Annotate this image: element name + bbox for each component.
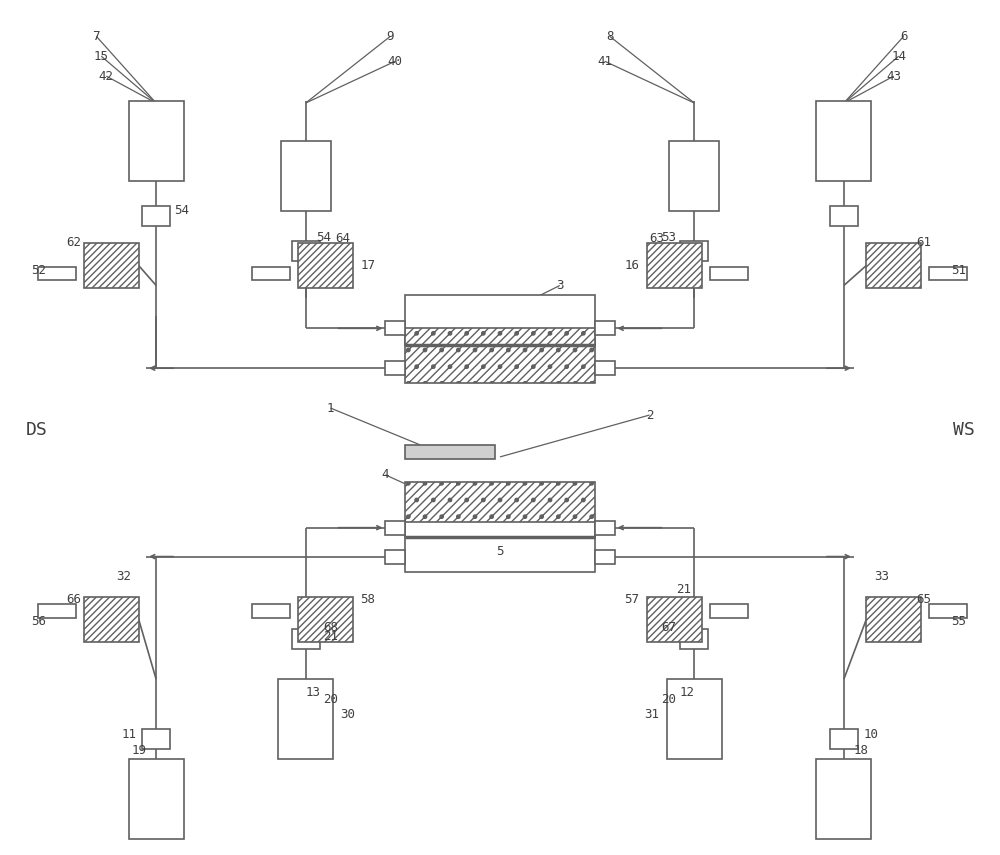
Bar	[929, 267, 967, 280]
Text: 42: 42	[99, 69, 114, 83]
Text: 11: 11	[121, 728, 136, 740]
Text: 51: 51	[951, 264, 966, 277]
Text: 19: 19	[131, 745, 146, 758]
Bar	[710, 604, 748, 618]
Text: 66: 66	[66, 593, 81, 606]
Bar	[816, 759, 871, 839]
Bar	[38, 604, 76, 618]
Bar	[866, 243, 921, 288]
Bar	[292, 240, 320, 261]
Bar	[680, 240, 708, 261]
Bar	[84, 597, 139, 642]
Text: 15: 15	[94, 50, 109, 62]
Bar	[278, 679, 333, 759]
Text: DS: DS	[26, 421, 47, 439]
Text: 17: 17	[360, 259, 375, 272]
Text: 56: 56	[31, 615, 46, 628]
Bar	[595, 321, 615, 335]
Text: 4: 4	[382, 469, 389, 481]
Bar	[405, 327, 595, 383]
Bar	[647, 243, 702, 288]
Text: 21: 21	[676, 583, 691, 596]
Text: 41: 41	[597, 55, 612, 68]
Text: WS: WS	[953, 421, 974, 439]
Bar	[298, 597, 353, 642]
Text: 40: 40	[388, 55, 403, 68]
Bar	[667, 679, 722, 759]
Text: 53: 53	[661, 231, 676, 245]
Bar	[595, 361, 615, 375]
Text: 33: 33	[874, 570, 889, 583]
Text: 64: 64	[336, 232, 351, 245]
Text: 21: 21	[324, 630, 339, 643]
Text: 3: 3	[556, 279, 564, 292]
Text: 13: 13	[306, 686, 321, 699]
Bar	[405, 445, 495, 459]
Text: 63: 63	[649, 232, 664, 245]
Bar	[830, 206, 858, 226]
Text: 57: 57	[625, 593, 640, 606]
Bar	[866, 597, 921, 642]
Text: 54: 54	[174, 204, 189, 217]
Bar	[129, 101, 184, 180]
Bar	[129, 759, 184, 839]
Bar	[292, 629, 320, 649]
Text: 10: 10	[864, 728, 879, 740]
Text: 52: 52	[31, 264, 46, 277]
Bar	[142, 729, 170, 749]
Bar	[710, 267, 748, 280]
Bar	[385, 550, 405, 563]
Text: 16: 16	[625, 259, 640, 272]
Text: 67: 67	[661, 621, 676, 634]
Text: 65: 65	[916, 593, 931, 606]
Bar	[595, 550, 615, 563]
Bar	[38, 267, 76, 280]
Text: 55: 55	[951, 615, 966, 628]
Text: 2: 2	[646, 409, 653, 422]
Bar	[405, 296, 595, 345]
Bar	[385, 361, 405, 375]
Bar	[298, 243, 353, 288]
Bar	[385, 521, 405, 534]
Text: 32: 32	[116, 570, 131, 583]
Bar	[281, 141, 331, 210]
Bar	[816, 101, 871, 180]
Bar	[405, 522, 595, 571]
Bar	[252, 604, 290, 618]
Bar	[647, 597, 702, 642]
Bar	[252, 267, 290, 280]
Text: 58: 58	[360, 593, 375, 606]
Bar	[929, 604, 967, 618]
Bar	[595, 521, 615, 534]
Text: 7: 7	[93, 30, 100, 43]
Bar	[680, 629, 708, 649]
Text: 68: 68	[324, 621, 339, 634]
Bar	[405, 482, 595, 537]
Bar	[830, 729, 858, 749]
Text: 5: 5	[496, 545, 504, 558]
Bar	[669, 141, 719, 210]
Text: 18: 18	[854, 745, 869, 758]
Text: 61: 61	[916, 236, 931, 249]
Text: 8: 8	[606, 30, 613, 43]
Bar	[385, 321, 405, 335]
Text: 1: 1	[327, 402, 334, 415]
Text: 54: 54	[316, 231, 331, 245]
Text: 6: 6	[900, 30, 907, 43]
Bar	[142, 206, 170, 226]
Text: 31: 31	[644, 708, 659, 721]
Text: 30: 30	[341, 708, 356, 721]
Text: 62: 62	[66, 236, 81, 249]
Text: 14: 14	[891, 50, 906, 62]
Text: 20: 20	[324, 693, 339, 705]
Text: 20: 20	[661, 693, 676, 705]
Bar	[84, 243, 139, 288]
Text: 12: 12	[679, 686, 694, 699]
Text: 43: 43	[886, 69, 901, 83]
Text: 9: 9	[387, 30, 394, 43]
